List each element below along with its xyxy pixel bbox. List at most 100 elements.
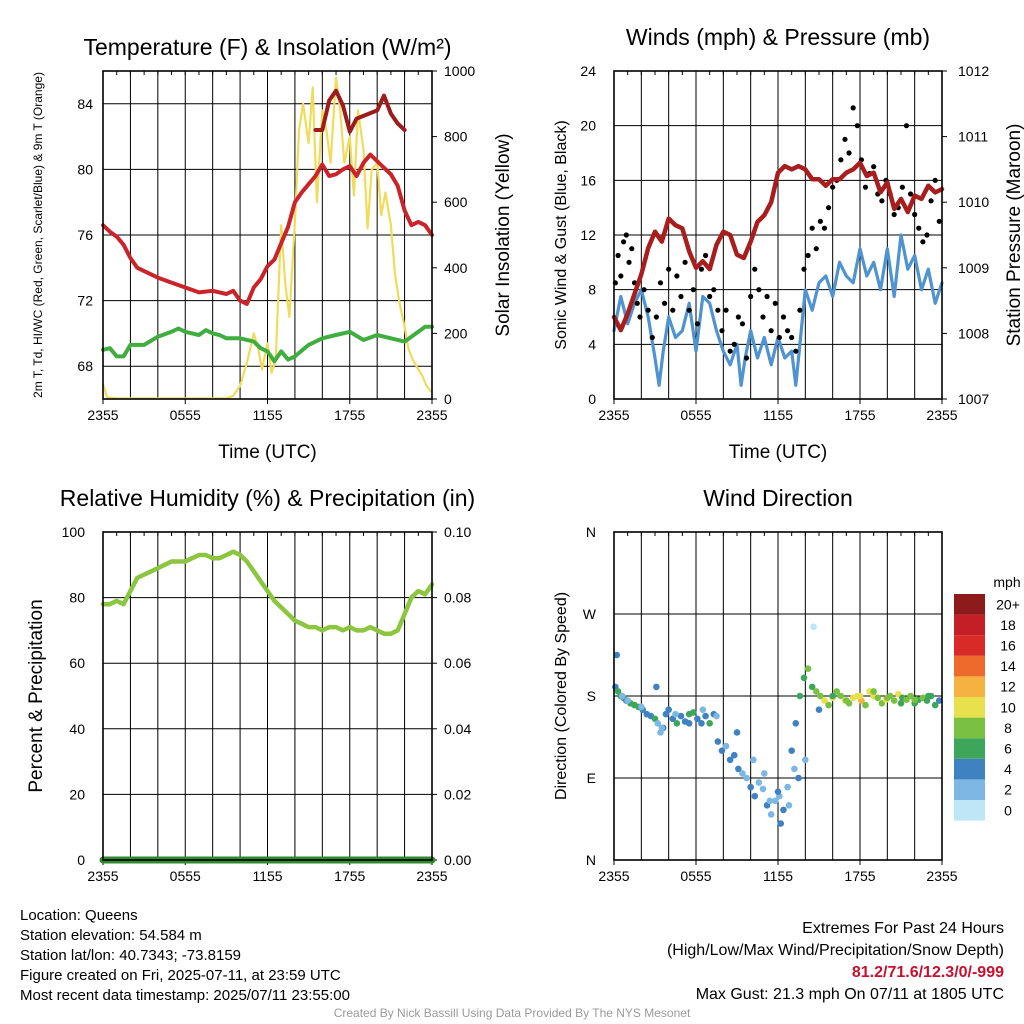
direction-point [812, 688, 820, 695]
direction-point [677, 712, 685, 720]
y-tick-label: 24 [580, 63, 596, 79]
x-tick-label: 2355 [416, 407, 447, 423]
chart-title: Winds (mph) & Pressure (mb) [626, 24, 930, 50]
x-tick-label: 1755 [844, 407, 875, 423]
direction-point [870, 688, 877, 695]
gust-point [805, 252, 811, 259]
y-tick-label: 84 [77, 96, 93, 112]
colorbar-swatch [954, 594, 985, 615]
y-axis-label: Direction (Colored By Speed) [553, 592, 570, 800]
y-tick-label: W [583, 606, 597, 622]
direction-point [829, 692, 836, 700]
colorbar-swatch [954, 779, 985, 800]
y2-tick-label: 1009 [958, 260, 989, 276]
gust-point [842, 136, 848, 142]
speed-colorbar: mph 0 2 4 6 8 10 12 14 16 18 20+ [954, 574, 1021, 821]
y-axis-label: Sonic Wind & Gust (Blue, Black) [553, 120, 570, 349]
direction-point [874, 694, 882, 702]
direction-point [771, 797, 779, 805]
direction-point [792, 720, 800, 727]
plot-border [613, 531, 943, 861]
sonic-wind-line [612, 233, 944, 387]
direction-point [733, 729, 741, 736]
station-elevation: Station elevation: 54.584 m [20, 927, 202, 944]
colorbar-tick-label: 0 [1004, 802, 1012, 818]
y-tick-label: N [586, 524, 596, 540]
gust-point [772, 300, 778, 306]
gust-point [743, 355, 750, 361]
max-gust: Max Gust: 21.3 mph On 07/11 at 1805 UTC [695, 986, 1004, 1003]
y2-axis-label: Solar Insolation (Yellow) [493, 133, 514, 336]
direction-point [730, 751, 738, 759]
x-tick-label: 0555 [170, 868, 201, 884]
heat-index-line [313, 88, 407, 134]
colorbar-tick-label: 12 [1000, 679, 1016, 695]
colorbar-tick-label: 20+ [996, 596, 1020, 612]
gust-point [711, 287, 717, 293]
gust-point [645, 307, 651, 313]
gust-point [637, 314, 643, 320]
y-tick-label: 20 [580, 118, 596, 134]
y2-tick-label: 0.10 [444, 524, 471, 540]
gust-point [678, 293, 684, 300]
direction-point [785, 802, 793, 809]
plot-border [613, 70, 943, 400]
gust-point [821, 225, 828, 231]
gust-point [813, 246, 819, 252]
colorbar-swatch [954, 614, 985, 636]
direction-point [791, 765, 798, 773]
gust-point [801, 266, 807, 272]
direction-point [739, 770, 746, 777]
colorbar-swatch [954, 800, 985, 821]
y-tick-label: E [587, 770, 596, 786]
direction-point [788, 747, 795, 754]
y-tick-label: N [586, 852, 596, 868]
direction-point [804, 665, 812, 672]
direction-point [638, 703, 645, 711]
gust-point [899, 184, 905, 190]
gust-point [850, 105, 856, 111]
y-tick-label: 76 [77, 227, 93, 243]
y2-tick-label: 0.08 [444, 590, 471, 606]
direction-point [780, 806, 787, 814]
y2-tick-label: 800 [444, 129, 468, 145]
y-tick-label: 60 [69, 655, 85, 671]
x-tick-label: 1155 [252, 407, 282, 423]
x-tick-label: 0555 [680, 407, 711, 423]
gust-point [629, 246, 635, 252]
gust-point [780, 314, 787, 320]
gust-point [932, 177, 938, 183]
gust-point [719, 328, 725, 334]
direction-point [759, 785, 767, 793]
colorbar-label: mph [993, 574, 1020, 590]
gust-point [626, 259, 632, 265]
x-tick-label: 1155 [763, 407, 793, 423]
colorbar-swatch [954, 738, 985, 759]
y2-tick-label: 0.06 [444, 655, 471, 671]
panel-winds: 2355 0555 1155 1755 235504812162024100710081… [553, 24, 1024, 463]
gust-point [817, 218, 823, 224]
direction-point [897, 699, 905, 707]
y-axis-label: Percent & Precipitation [26, 599, 47, 792]
colorbar-tick-label: 18 [1000, 617, 1016, 633]
direction-point [935, 697, 943, 704]
direction-point [808, 683, 816, 691]
figure-created: Figure created on Fri, 2025-07-11, at 23… [20, 967, 341, 984]
direction-point [702, 712, 709, 720]
gust-point [760, 314, 766, 320]
gust-point [907, 191, 914, 197]
direction-point [837, 692, 845, 700]
gust-point [727, 348, 733, 354]
temperature-line [101, 152, 434, 306]
direction-point [613, 651, 621, 659]
colorbar-tick-label: 16 [1000, 638, 1016, 654]
y-tick-label: 100 [62, 524, 86, 540]
direction-point [843, 697, 850, 704]
direction-point [833, 688, 841, 695]
x-tick-label: 0555 [170, 407, 201, 423]
gust-point [830, 184, 836, 190]
y-tick-label: 0 [77, 852, 85, 868]
gust-point [797, 307, 803, 313]
direction-point [694, 715, 701, 723]
direction-point [689, 709, 697, 716]
